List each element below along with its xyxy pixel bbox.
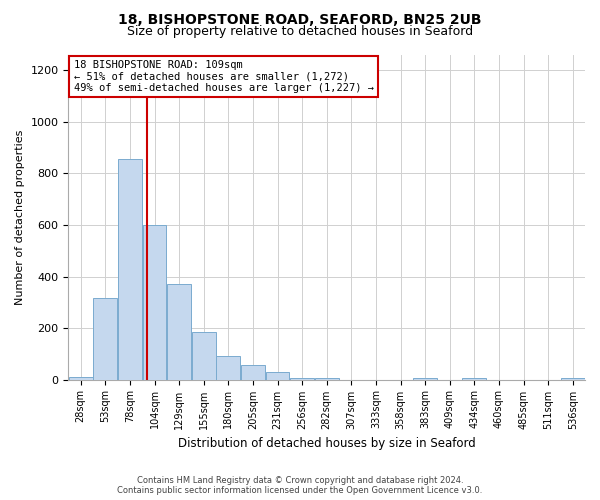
Bar: [192, 332, 215, 380]
Bar: [217, 356, 240, 380]
Bar: [266, 372, 289, 380]
Y-axis label: Number of detached properties: Number of detached properties: [15, 130, 25, 305]
Bar: [69, 377, 92, 380]
Bar: [463, 378, 486, 380]
Bar: [167, 284, 191, 380]
Bar: [413, 378, 437, 380]
Text: 18, BISHOPSTONE ROAD, SEAFORD, BN25 2UB: 18, BISHOPSTONE ROAD, SEAFORD, BN25 2UB: [118, 12, 482, 26]
Text: Size of property relative to detached houses in Seaford: Size of property relative to detached ho…: [127, 25, 473, 38]
Bar: [561, 378, 584, 380]
Bar: [143, 225, 166, 380]
Bar: [94, 298, 117, 380]
Bar: [241, 366, 265, 380]
Bar: [315, 378, 338, 380]
Bar: [290, 378, 314, 380]
Bar: [118, 160, 142, 380]
Text: 18 BISHOPSTONE ROAD: 109sqm
← 51% of detached houses are smaller (1,272)
49% of : 18 BISHOPSTONE ROAD: 109sqm ← 51% of det…: [74, 60, 374, 93]
Text: Contains HM Land Registry data © Crown copyright and database right 2024.
Contai: Contains HM Land Registry data © Crown c…: [118, 476, 482, 495]
X-axis label: Distribution of detached houses by size in Seaford: Distribution of detached houses by size …: [178, 437, 476, 450]
